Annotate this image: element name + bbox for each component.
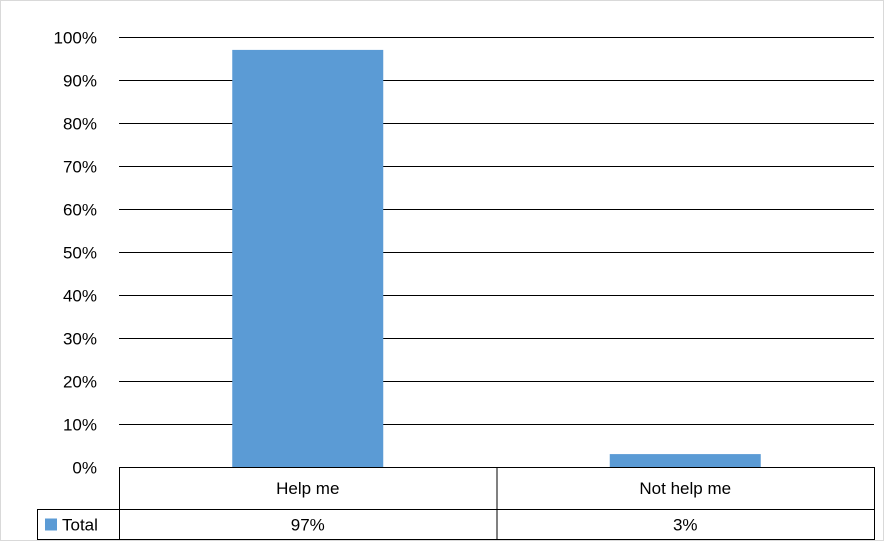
bar [232, 49, 384, 468]
y-tick-label: 70% [63, 158, 97, 177]
legend-swatch [45, 518, 57, 531]
data-table: Help me Not help me Total 97% 3% [37, 467, 875, 540]
data-label: 3% [673, 516, 698, 535]
y-tick-label: 10% [63, 416, 97, 435]
y-tick-label: 30% [63, 330, 97, 349]
x-category-label: Help me [276, 479, 339, 498]
y-tick-label: 20% [63, 373, 97, 392]
y-tick-label: 40% [63, 287, 97, 306]
bar [609, 454, 761, 467]
y-tick-label: 80% [63, 115, 97, 134]
legend-label: Total [62, 516, 98, 535]
y-axis-tick-labels: 0% 10% 20% 30% 40% 50% 60% 70% 80% 90% 100% [54, 29, 97, 478]
bars [232, 49, 761, 468]
x-category-label: Not help me [639, 479, 731, 498]
y-tick-label: 100% [54, 29, 97, 48]
y-tick-label: 60% [63, 201, 97, 220]
y-tick-label: 50% [63, 244, 97, 263]
y-tick-label: 90% [63, 72, 97, 91]
y-tick-label: 0% [72, 459, 97, 478]
data-label: 97% [291, 516, 325, 535]
